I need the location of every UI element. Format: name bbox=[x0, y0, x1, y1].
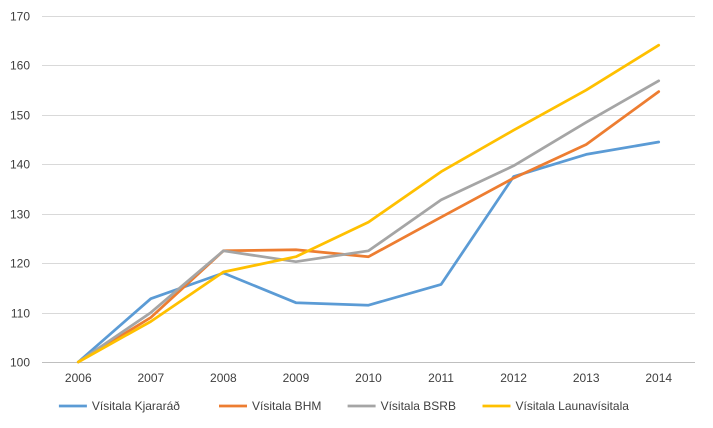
x-tick-label-2007: 2007 bbox=[137, 371, 164, 385]
legend-label: Vísitala BSRB bbox=[381, 399, 456, 413]
y-tick-label-120: 120 bbox=[10, 257, 30, 271]
y-tick-label-160: 160 bbox=[10, 59, 30, 73]
x-tick-label-2012: 2012 bbox=[500, 371, 527, 385]
legend-item-2: Vísitala BHM bbox=[219, 399, 321, 413]
y-tick-label-130: 130 bbox=[10, 208, 30, 222]
x-tick-label-2013: 2013 bbox=[573, 371, 600, 385]
x-tick-label-2014: 2014 bbox=[645, 371, 672, 385]
y-tick-label-170: 170 bbox=[10, 10, 30, 24]
y-tick-label-150: 150 bbox=[10, 109, 30, 123]
legend-label: Vísitala BHM bbox=[252, 399, 321, 413]
y-axis-tick-labels: 100 110 120 130 140 150 160 170 bbox=[10, 10, 30, 370]
series-lines bbox=[76, 43, 661, 364]
y-tick-label-100: 100 bbox=[10, 356, 30, 370]
legend-label: Vísitala Kjararáð bbox=[92, 399, 180, 413]
y-tick-label-140: 140 bbox=[10, 158, 30, 172]
y-tick-label-110: 110 bbox=[11, 307, 30, 321]
gridlines bbox=[42, 16, 695, 363]
x-tick-label-2009: 2009 bbox=[283, 371, 310, 385]
legend-item-4: Vísitala Launavísitala bbox=[482, 399, 630, 413]
x-tick-label-2010: 2010 bbox=[355, 371, 382, 385]
series-line-4 bbox=[76, 43, 661, 364]
legend-label: Vísitala Launavísitala bbox=[516, 399, 630, 413]
x-tick-label-2008: 2008 bbox=[210, 371, 237, 385]
legend: Vísitala Kjararáð Vísitala BHM Vísitala BS… bbox=[58, 399, 630, 413]
x-axis-tick-labels: 2006 2007 2008 2009 2010 2011 2012 2013 2014 bbox=[65, 371, 672, 385]
legend-item-1: Vísitala Kjararáð bbox=[58, 399, 180, 413]
x-tick-label-2006: 2006 bbox=[65, 371, 92, 385]
x-tick-label-2011: 2011 bbox=[428, 371, 454, 385]
legend-item-3: Vísitala BSRB bbox=[347, 399, 456, 413]
